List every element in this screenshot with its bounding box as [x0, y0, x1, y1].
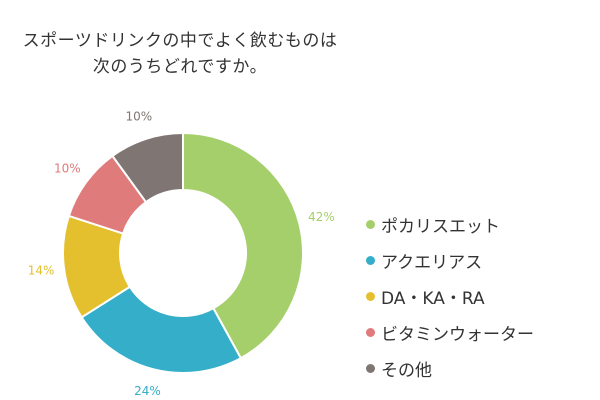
chart-title-line-1: スポーツドリンクの中でよく飲むものは: [22, 31, 338, 51]
donut-slice: [182, 131, 304, 360]
legend-item: ポカリスエット: [366, 206, 534, 242]
donut-slices: [62, 131, 304, 374]
legend-marker: [366, 363, 375, 373]
legend-marker: [366, 219, 375, 229]
legend-item: その他: [366, 350, 534, 386]
slice-value-label: 10%: [54, 161, 81, 175]
slice-value-label: 14%: [28, 263, 55, 277]
legend-marker: [366, 291, 375, 301]
legend-item: アクエリアス: [366, 242, 534, 278]
legend-label: その他: [381, 360, 432, 381]
legend-label: アクエリアス: [381, 252, 483, 273]
slice-value-label: 24%: [134, 384, 161, 398]
chart-legend: ポカリスエット アクエリアス DA・KA・RA ビタミンウォーター その他: [366, 206, 534, 386]
slice-value-label: 42%: [308, 210, 335, 224]
legend-marker: [366, 327, 375, 337]
slice-value-label: 10%: [125, 109, 152, 123]
legend-label: ポカリスエット: [381, 216, 500, 237]
donut-slice: [111, 131, 184, 204]
legend-item: ビタミンウォーター: [366, 314, 534, 350]
legend-marker: [366, 255, 375, 265]
legend-label: ビタミンウォーター: [381, 324, 534, 345]
donut-slice: [80, 285, 243, 374]
legend-label: DA・KA・RA: [381, 288, 485, 309]
legend-item: DA・KA・RA: [366, 278, 534, 314]
value-labels: 42% 24% 14% 10% 10%: [28, 109, 335, 398]
chart-title-line-2: 次のうちどれですか。: [92, 57, 268, 77]
